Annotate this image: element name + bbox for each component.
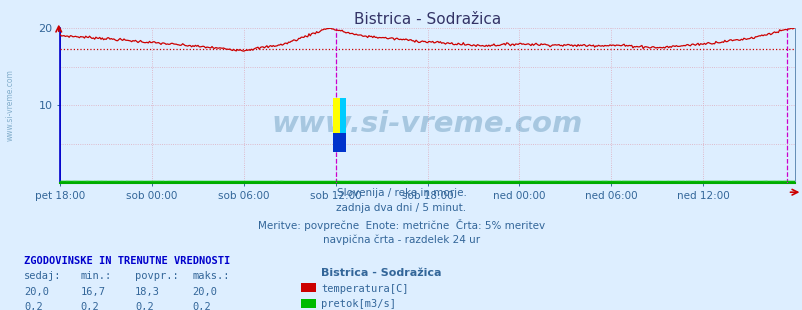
Text: Slovenija / reke in morje.: Slovenija / reke in morje. (336, 188, 466, 197)
Text: pretok[m3/s]: pretok[m3/s] (321, 299, 395, 309)
Text: www.si-vreme.com: www.si-vreme.com (272, 110, 582, 138)
Text: 18,3: 18,3 (135, 287, 160, 297)
Text: zadnja dva dni / 5 minut.: zadnja dva dni / 5 minut. (336, 203, 466, 213)
Text: ZGODOVINSKE IN TRENUTNE VREDNOSTI: ZGODOVINSKE IN TRENUTNE VREDNOSTI (24, 256, 230, 266)
Text: Bistrica - Sodražica: Bistrica - Sodražica (321, 268, 441, 278)
Bar (339, 98, 346, 133)
Bar (333, 98, 339, 133)
Bar (333, 133, 346, 152)
Text: maks.:: maks.: (192, 271, 230, 281)
Text: min.:: min.: (80, 271, 111, 281)
Text: www.si-vreme.com: www.si-vreme.com (6, 69, 14, 141)
Text: sedaj:: sedaj: (24, 271, 62, 281)
Text: povpr.:: povpr.: (135, 271, 178, 281)
Text: 0,2: 0,2 (135, 302, 153, 310)
Text: 0,2: 0,2 (80, 302, 99, 310)
Text: 20,0: 20,0 (24, 287, 49, 297)
Title: Bistrica - Sodražica: Bistrica - Sodražica (354, 12, 500, 27)
Text: temperatura[C]: temperatura[C] (321, 284, 408, 294)
Text: navpična črta - razdelek 24 ur: navpična črta - razdelek 24 ur (322, 234, 480, 245)
Text: 0,2: 0,2 (24, 302, 43, 310)
Text: 20,0: 20,0 (192, 287, 217, 297)
Text: 16,7: 16,7 (80, 287, 105, 297)
Text: Meritve: povprečne  Enote: metrične  Črta: 5% meritev: Meritve: povprečne Enote: metrične Črta:… (257, 219, 545, 231)
Text: 0,2: 0,2 (192, 302, 211, 310)
